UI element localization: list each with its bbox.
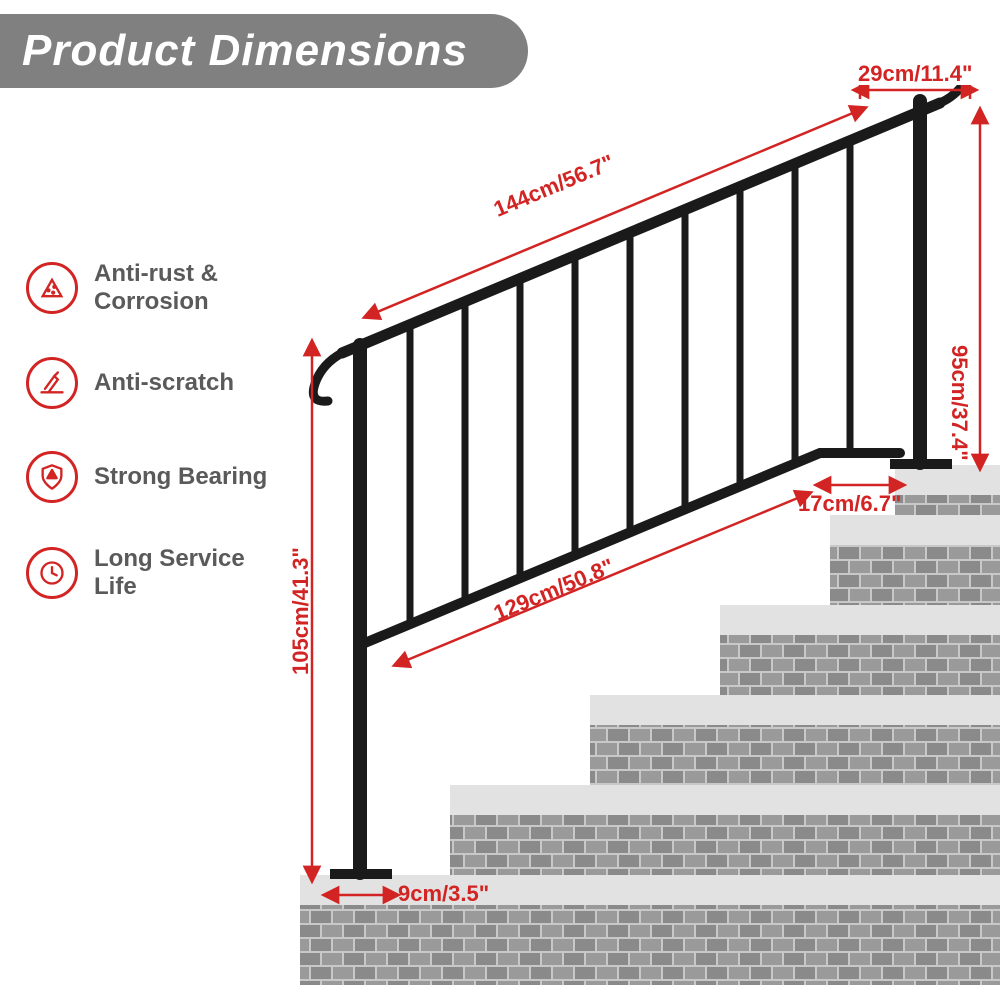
feature-anti-rust: Anti-rust & Corrosion [26,260,286,315]
strong-bearing-icon [26,451,78,503]
stairs [300,465,1000,985]
feature-strong-bearing: Strong Bearing [26,451,286,503]
dim-platform-gap: 17cm/6.7" [798,491,901,517]
dim-top-width: 29cm/11.4" [858,61,972,87]
anti-scratch-icon [26,357,78,409]
feature-label: Long Service Life [94,545,286,600]
feature-label: Anti-rust & Corrosion [94,260,286,315]
long-life-icon [26,547,78,599]
header-banner: Product Dimensions [0,14,528,88]
feature-label: Anti-scratch [94,369,234,397]
dim-left-height: 105cm/41.3" [288,547,314,675]
anti-rust-icon [26,262,78,314]
dim-base-width: 9cm/3.5" [398,881,489,907]
feature-long-life: Long Service Life [26,545,286,600]
dim-right-height: 95cm/37.4" [946,345,972,461]
feature-label: Strong Bearing [94,463,267,491]
header-title: Product Dimensions [22,26,468,75]
feature-anti-scratch: Anti-scratch [26,357,286,409]
features-list: Anti-rust & Corrosion Anti-scratch Stron… [26,260,286,642]
product-diagram: 29cm/11.4" 144cm/56.7" 95cm/37.4" 105cm/… [300,85,1000,985]
